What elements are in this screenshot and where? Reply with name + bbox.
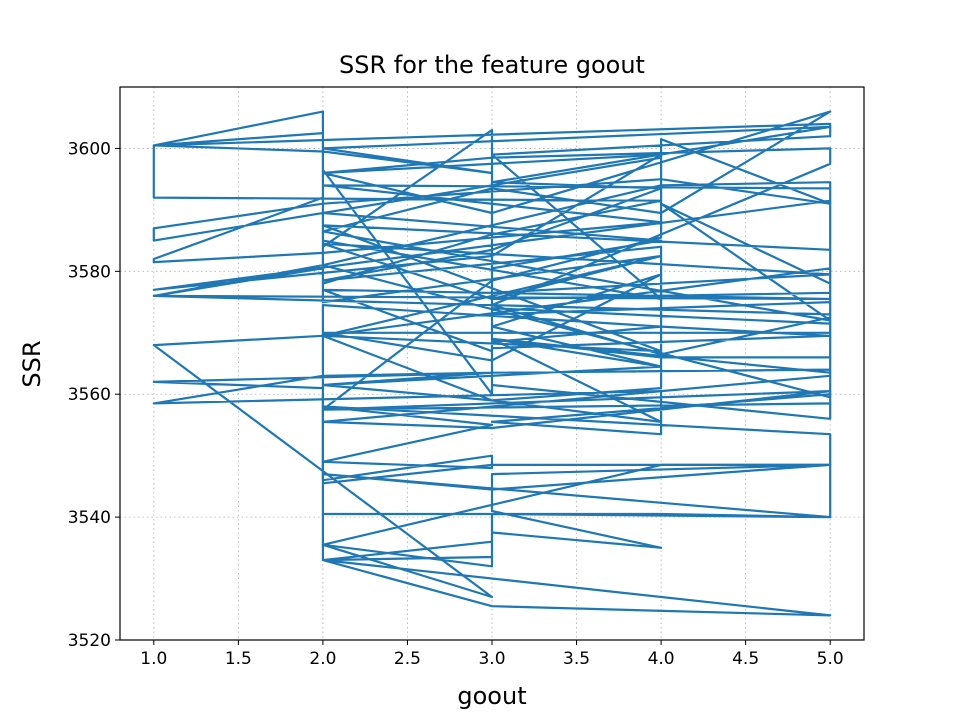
y-tick-label: 3540 [68, 508, 111, 528]
x-tick-label: 4.0 [648, 649, 675, 669]
chart-title: SSR for the feature goout [339, 51, 645, 79]
x-tick-label: 5.0 [817, 649, 844, 669]
ticks: 1.0 1.5 2.0 2.5 3.0 3.5 4.0 4.5 5.0 3520 3540 3560 3… [68, 139, 844, 669]
y-tick-label: 3600 [68, 139, 111, 159]
y-tick-label: 3580 [68, 262, 111, 282]
series-line-0 [152, 110, 832, 599]
series-line-1 [321, 394, 832, 617]
x-tick-label: 1.0 [140, 649, 167, 669]
y-tick-label: 3560 [68, 385, 111, 405]
x-tick-label: 1.5 [225, 649, 252, 669]
x-tick-label: 2.0 [309, 649, 336, 669]
x-tick-label: 3.0 [478, 649, 505, 669]
x-tick-label: 4.5 [732, 649, 759, 669]
x-tick-label: 2.5 [394, 649, 421, 669]
y-tick-label: 3520 [68, 631, 111, 651]
x-axis-label: goout [457, 682, 526, 710]
series-group [152, 110, 832, 617]
x-tick-label: 3.5 [563, 649, 590, 669]
y-axis-label: SSR [18, 340, 46, 387]
